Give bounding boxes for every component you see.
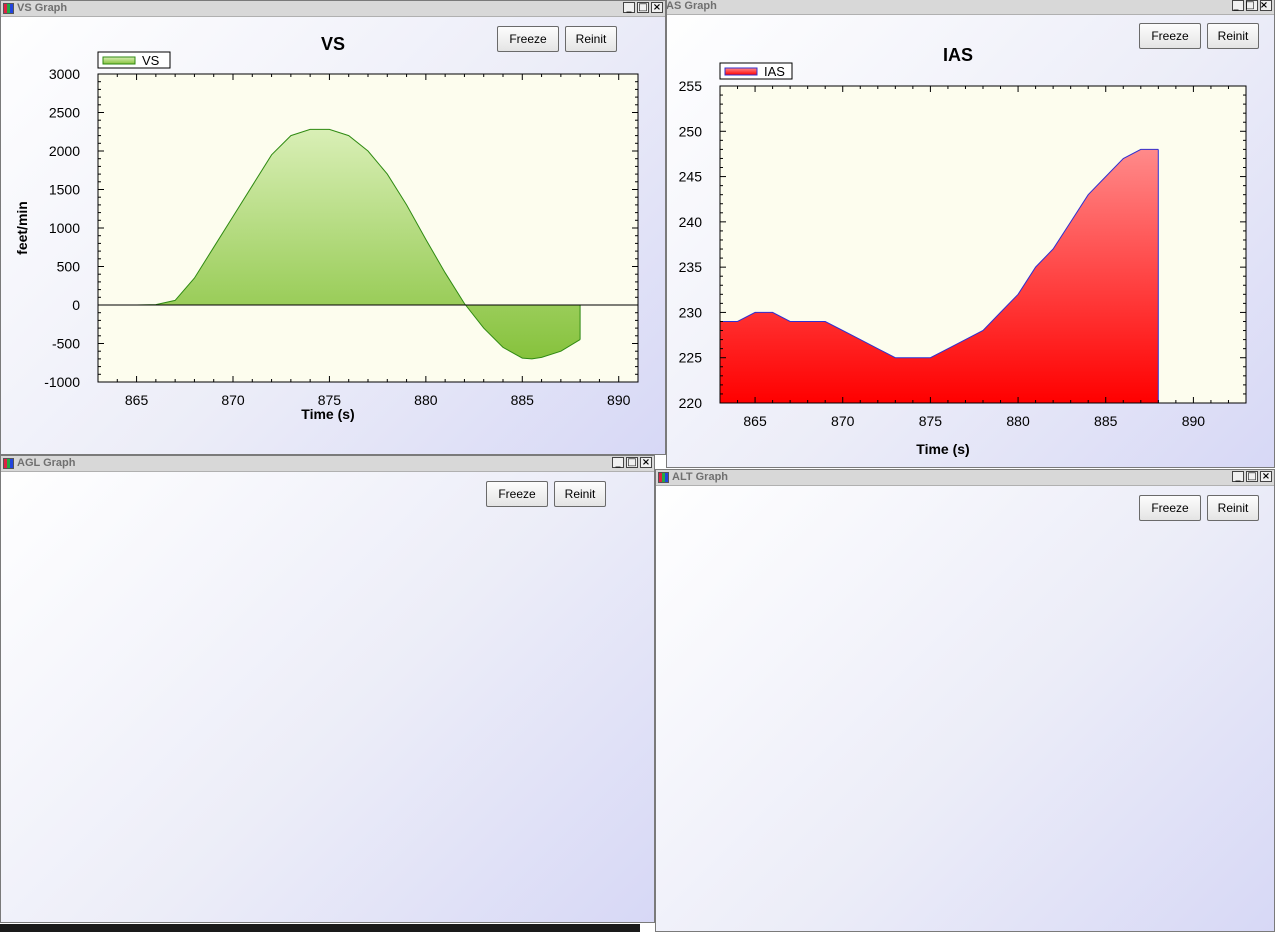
reinit-button[interactable]: Reinit: [565, 26, 617, 52]
vs-x-tick-label: 890: [607, 392, 631, 408]
minimize-icon[interactable]: _: [612, 457, 624, 468]
minimize-icon[interactable]: _: [1232, 0, 1244, 11]
ias-y-tick-label: 225: [679, 350, 703, 366]
maximize-icon[interactable]: □: [637, 2, 649, 13]
ias-legend: IAS: [719, 62, 793, 80]
window-titlebar[interactable]: IAS Graph _ □ ×: [667, 0, 1274, 15]
ias-x-tick-label: 885: [1094, 413, 1118, 429]
vs-y-tick-label: 1000: [49, 220, 80, 236]
vs-x-tick-label: 880: [414, 392, 438, 408]
ias-y-tick-label: 240: [679, 214, 703, 230]
freeze-button[interactable]: Freeze: [1139, 23, 1201, 49]
vs-y-tick-label: -1000: [44, 374, 80, 390]
minimize-icon[interactable]: _: [1232, 471, 1244, 482]
ias-chart-title: IAS: [943, 45, 973, 65]
alt-chart: 8658708758808858908900900091009200930094…: [656, 486, 1274, 931]
app-icon: [3, 458, 14, 469]
vs-y-tick-label: 1500: [49, 182, 80, 198]
ias-y-tick-label: 255: [679, 78, 703, 94]
close-icon[interactable]: ×: [1260, 471, 1272, 482]
ias-x-tick-label: 875: [919, 413, 943, 429]
ias-x-tick-label: 880: [1006, 413, 1030, 429]
vs-x-tick-label: 875: [318, 392, 342, 408]
vs-graph-window: VS Graph _ □ × Freeze Reinit 865 870 875 880 8…: [0, 0, 666, 455]
ias-legend-swatch: [724, 67, 758, 76]
ias-x-tick-label: 890: [1182, 413, 1206, 429]
close-icon[interactable]: ×: [640, 457, 652, 468]
window-title: VS Graph: [17, 2, 68, 14]
ias-y-tick-label: 235: [679, 259, 703, 275]
app-icon: [3, 3, 14, 14]
alt-graph-window: ALT Graph _□× Freeze Reinit 865870875880…: [655, 469, 1275, 932]
ias-y-tick-label: 220: [679, 395, 703, 411]
vs-x-tick-label: 865: [125, 392, 149, 408]
ias-chart: 865 870 875 880 885 890 220 225 230 235 240 245 250 2…: [679, 45, 1247, 457]
vs-area-fill: [98, 129, 581, 359]
minimize-icon[interactable]: _: [623, 2, 635, 13]
freeze-button[interactable]: Freeze: [1139, 495, 1201, 521]
ias-y-tick-label: 230: [679, 304, 703, 320]
ias-graph-window: IAS Graph _ □ × Freeze Reinit 865 870 875 880…: [666, 0, 1275, 468]
vs-y-axis-title: feet/min: [14, 201, 30, 255]
window-title: AGL Graph: [17, 457, 76, 469]
ias-y-tick-label: 245: [679, 169, 703, 185]
vs-series-line: [98, 128, 581, 360]
vs-x-tick-label: 870: [221, 392, 245, 408]
vs-y-tick-label: 2000: [49, 143, 80, 159]
freeze-button[interactable]: Freeze: [497, 26, 559, 52]
vs-y-tick-label: 2500: [49, 105, 80, 121]
reinit-button[interactable]: Reinit: [554, 481, 606, 507]
ias-x-tick-label: 870: [831, 413, 855, 429]
vs-x-axis-title: Time (s): [301, 406, 354, 422]
vs-y-tick-label: -500: [52, 336, 80, 352]
vs-legend-swatch: [102, 56, 136, 65]
agl-graph-window: AGL Graph _□× Freeze Reinit 865870875880…: [0, 455, 655, 923]
maximize-icon[interactable]: □: [1246, 471, 1258, 482]
vs-chart: 865 870 875 880 885 890 -1000 -500 0 500 1000 1500 2…: [14, 34, 639, 422]
vs-legend: VS: [97, 51, 171, 69]
reinit-button[interactable]: Reinit: [1207, 23, 1259, 49]
ias-x-axis-title: Time (s): [916, 441, 969, 457]
vs-y-tick-label: 0: [72, 297, 80, 313]
maximize-icon[interactable]: □: [1245, 0, 1258, 11]
window-titlebar[interactable]: VS Graph _ □ ×: [1, 1, 665, 17]
app-icon: [658, 472, 669, 483]
window-title: IAS Graph: [666, 0, 717, 12]
ias-y-tick-label: 250: [679, 123, 703, 139]
ias-area-fill: [720, 149, 1159, 403]
vs-chart-title: VS: [321, 34, 345, 54]
agl-chart: 8658708758808858905200530054005500560057…: [1, 472, 654, 922]
freeze-button[interactable]: Freeze: [486, 481, 548, 507]
close-icon[interactable]: ×: [651, 2, 663, 13]
taskbar: [0, 924, 640, 932]
close-icon[interactable]: ×: [1260, 0, 1272, 11]
vs-legend-label: VS: [142, 53, 160, 68]
window-title: ALT Graph: [672, 471, 729, 483]
ias-x-tick-label: 865: [743, 413, 767, 429]
maximize-icon[interactable]: □: [626, 457, 638, 468]
reinit-button[interactable]: Reinit: [1207, 495, 1259, 521]
vs-y-tick-label: 3000: [49, 66, 80, 82]
ias-series-line: [720, 148, 1159, 359]
window-titlebar[interactable]: ALT Graph _ □ ×: [656, 470, 1274, 486]
vs-y-tick-label: 500: [57, 259, 81, 275]
vs-x-tick-label: 885: [511, 392, 535, 408]
window-titlebar[interactable]: AGL Graph _ □ ×: [1, 456, 654, 472]
ias-legend-label: IAS: [764, 64, 785, 79]
